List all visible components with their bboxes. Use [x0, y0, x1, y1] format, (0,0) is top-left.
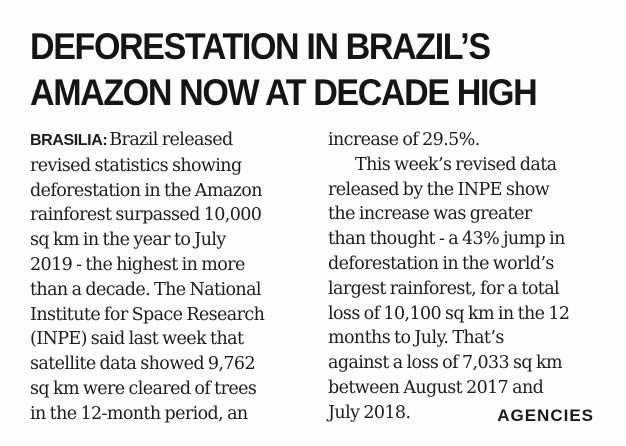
body-line: between August 2017 and	[328, 377, 544, 398]
headline-line-1: DEFORESTATION IN BRAZIL’S	[30, 26, 491, 67]
paragraph-start-line: This week’s revised data	[355, 154, 557, 175]
body-line: revised statistics showing	[30, 155, 242, 176]
body-line: loss of 10,100 sq km in the 12	[328, 303, 570, 324]
body-line: sq km in the year to July	[30, 230, 226, 251]
body-column-left: BRASILIA: Brazil released revised statist…	[30, 128, 305, 427]
body-line: than a decade. The National	[30, 279, 262, 300]
body-line: months to July. That’s	[328, 328, 504, 349]
body-line: the increase was greater	[328, 204, 532, 225]
agency-credit: AGENCIES	[497, 406, 594, 425]
body-line: rainforest surpassed 10,000	[30, 205, 262, 226]
body-line: deforestation in the Amazon	[30, 180, 262, 201]
body-line: in the 12-month period, an	[30, 403, 248, 424]
headline-line-2: AMAZON NOW AT DECADE HIGH	[30, 72, 538, 113]
body-line: 2019 - the highest in more	[30, 254, 245, 275]
body-line: sq km were cleared of trees	[30, 378, 257, 399]
body-line: satellite data showed 9,762	[30, 354, 256, 375]
body-line: July 2018.	[328, 402, 411, 423]
body-line: released by the INPE show	[328, 179, 550, 200]
body-line: Institute for Space Research	[30, 304, 265, 325]
body-line: largest rainforest, for a total	[328, 278, 560, 299]
body-line: against a loss of 7,033 sq km	[328, 353, 563, 374]
body-column-right: increase of 29.5%. This week’s revised d…	[328, 128, 608, 426]
dateline: BRASILIA:	[30, 132, 108, 149]
body-line: deforestation in the world’s	[328, 253, 554, 274]
headline: DEFORESTATION IN BRAZIL’S AMAZON NOW AT …	[30, 24, 564, 116]
body-line: BRASILIA: Brazil released	[30, 130, 233, 150]
body-line: than thought - a 43% jump in	[328, 229, 565, 250]
body-line: increase of 29.5%.	[328, 130, 480, 150]
body-line: (INPE) said last week that	[30, 329, 244, 350]
